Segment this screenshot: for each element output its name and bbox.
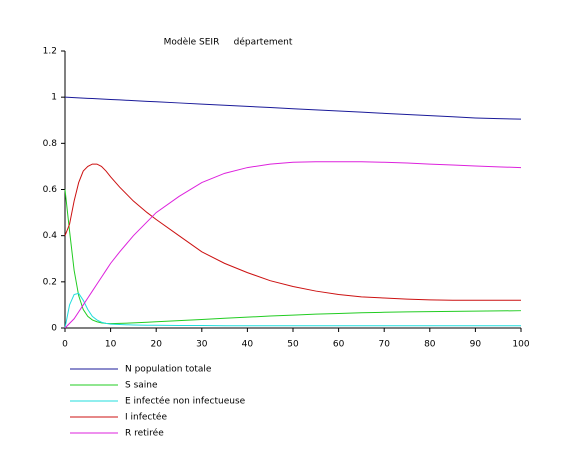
y-tick-label: 0.4: [43, 231, 58, 241]
y-tick-label: 0: [51, 324, 57, 334]
legend-label: R retirée: [125, 428, 164, 439]
chart-title: Modèle SEIR département: [164, 37, 293, 48]
series-line: [64, 189, 522, 325]
x-tick-label: 30: [196, 340, 208, 350]
series-line: [64, 161, 522, 329]
x-tick-label: 0: [62, 340, 68, 350]
y-tick-label: 1: [51, 93, 57, 103]
x-tick-label: 60: [333, 340, 345, 350]
series-line: [64, 163, 521, 301]
series-line: [64, 96, 522, 120]
legend-label: E infectée non infectueuse: [125, 396, 246, 407]
legend-label: N population totale: [125, 365, 212, 375]
y-tick-label: 0.8: [43, 139, 58, 149]
y-tick-label: 0.6: [43, 185, 58, 195]
x-tick-label: 90: [470, 340, 482, 350]
y-tick-label: 1.2: [43, 47, 57, 57]
x-tick-label: 50: [287, 340, 299, 350]
x-tick-label: 10: [105, 340, 117, 350]
x-tick-label: 40: [242, 340, 254, 350]
y-tick-label: 0.2: [43, 277, 57, 287]
x-tick-label: 100: [512, 340, 529, 350]
legend-label: I infectée: [125, 412, 167, 423]
series-line: [64, 292, 521, 329]
x-tick-label: 20: [150, 340, 162, 350]
x-tick-label: 70: [378, 340, 390, 350]
legend-label: S saine: [125, 381, 158, 391]
x-tick-label: 80: [424, 340, 436, 350]
